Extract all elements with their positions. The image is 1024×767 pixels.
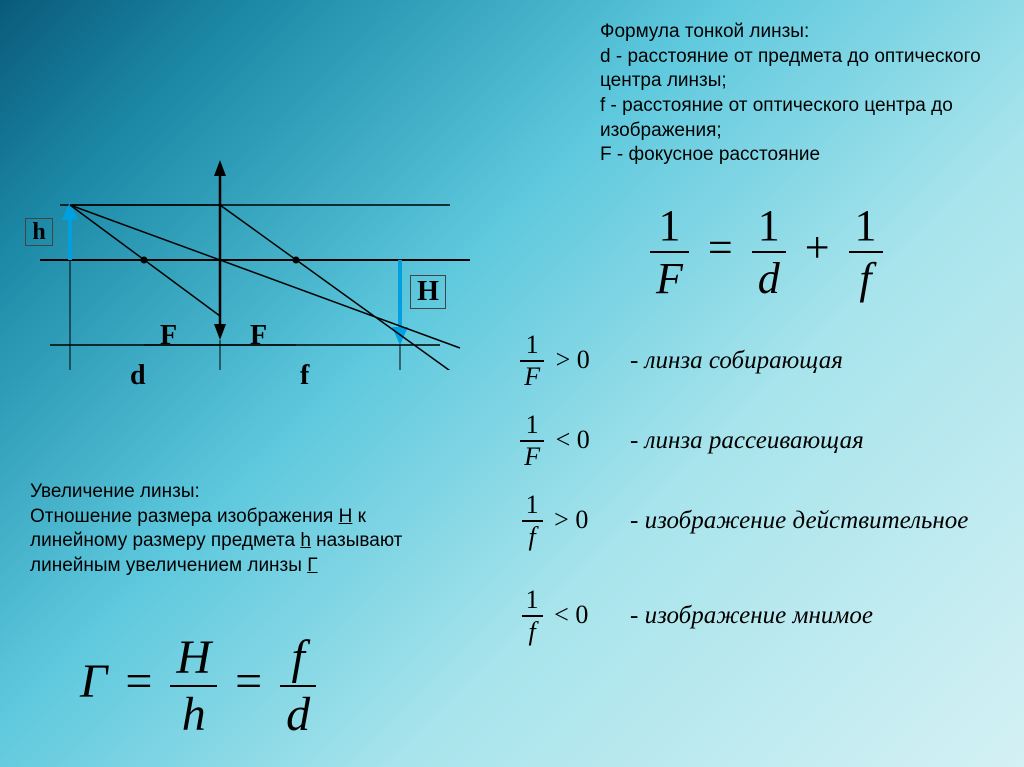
d-definition: d - расстояние от предмета до оптическог… [600, 46, 981, 92]
F-left-label: F [160, 320, 177, 352]
magnification-formula: Г = H h = f d [80, 630, 316, 742]
frac-1f: 1 f [849, 200, 883, 304]
frac-1F: 1 F [650, 200, 689, 304]
condition-row: 1 F < 0 - линза рассеивающая [500, 410, 864, 472]
condition-row: 1 F > 0 - линза собирающая [500, 330, 843, 392]
formula-definition-block: Формула тонкой линзы: d - расстояние от … [600, 20, 1000, 168]
frac-1d: 1 d [752, 200, 786, 304]
magnif-title: Увеличение линзы: [30, 481, 200, 502]
magnif-body: Отношение размера изображения H к линейн… [30, 506, 402, 576]
h-label: h [25, 218, 53, 246]
H-label: H [410, 275, 446, 309]
f-definition: f - расстояние от оптического центра до … [600, 95, 953, 141]
condition-row: 1 f < 0 - изображение мнимое [500, 585, 873, 647]
f-label: f [300, 360, 309, 392]
F-right-label: F [250, 320, 267, 352]
d-label: d [130, 360, 146, 392]
lens-diagram: h H F F d f [20, 80, 480, 360]
condition-row: 1 f > 0 - изображение действительное [500, 490, 968, 552]
thin-lens-formula: 1 F = 1 d + 1 f [650, 200, 883, 304]
formula-title: Формула тонкой линзы: [600, 21, 809, 42]
frac-fd: f d [280, 630, 316, 742]
frac-Hh: H h [170, 630, 217, 742]
F-definition: F - фокусное расстояние [600, 144, 820, 165]
magnification-block: Увеличение линзы: Отношение размера изоб… [30, 480, 410, 579]
